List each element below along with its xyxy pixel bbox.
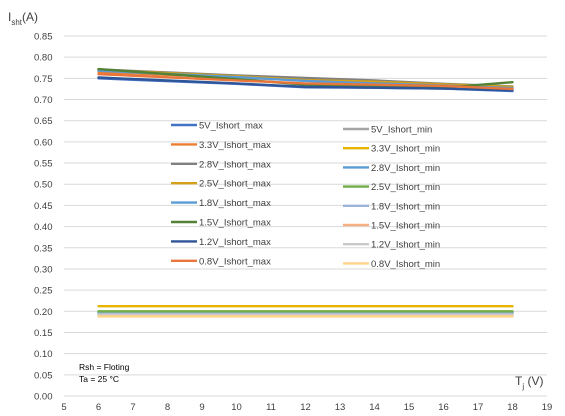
legend-label-13: 1.5V_Ishort_min bbox=[371, 221, 440, 232]
x-tick-label-10: 15 bbox=[404, 402, 415, 413]
x-tick-label-1: 6 bbox=[96, 402, 101, 413]
legend-label-6: 1.2V_Ishort_max bbox=[199, 237, 271, 248]
x-tick-label-4: 9 bbox=[199, 402, 204, 413]
y-tick-label-5: 0.25 bbox=[34, 286, 53, 297]
legend-entry-14: 1.2V_Ishort_min bbox=[343, 240, 440, 251]
x-tick-label-12: 17 bbox=[473, 402, 484, 413]
legend-entry-15: 0.8V_Ishort_min bbox=[343, 259, 440, 270]
legend-entry-11: 2.5V_Ishort_min bbox=[343, 182, 440, 193]
y-tick-label-0: 0.00 bbox=[34, 392, 53, 403]
y-axis-title-sub: sht bbox=[11, 18, 22, 27]
legend-entry-0: 5V_Ishort_max bbox=[171, 121, 263, 132]
x-axis-title-unit: (V) bbox=[524, 374, 543, 388]
legend-label-1: 3.3V_Ishort_max bbox=[199, 140, 271, 151]
x-tick-label-2: 7 bbox=[130, 402, 135, 413]
legend-label-7: 0.8V_Ishort_max bbox=[199, 256, 271, 267]
y-tick-label-14: 0.70 bbox=[34, 95, 53, 106]
legend-label-4: 1.8V_Ishort_max bbox=[199, 198, 271, 209]
legend-label-9: 3.3V_Ishort_min bbox=[371, 144, 440, 155]
legend-label-11: 2.5V_Ishort_min bbox=[371, 182, 440, 193]
x-tick-label-9: 14 bbox=[369, 402, 380, 413]
x-tick-label-13: 18 bbox=[507, 402, 518, 413]
y-axis-title-main: I bbox=[8, 10, 11, 24]
x-axis-title-sub: j bbox=[521, 382, 524, 391]
legend-label-15: 0.8V_Ishort_min bbox=[371, 259, 440, 270]
y-tick-label-16: 0.80 bbox=[34, 53, 53, 64]
legend-entry-1: 3.3V_Ishort_max bbox=[171, 140, 271, 151]
legend-entry-2: 2.8V_Ishort_max bbox=[171, 159, 271, 170]
y-tick-label-1: 0.05 bbox=[34, 370, 53, 381]
gridlines bbox=[64, 35, 547, 397]
x-tick-label-7: 12 bbox=[300, 402, 311, 413]
legend-entry-10: 2.8V_Ishort_min bbox=[343, 163, 440, 174]
y-tick-label-11: 0.55 bbox=[34, 159, 53, 170]
y-tick-label-9: 0.45 bbox=[34, 201, 53, 212]
legend-entry-9: 3.3V_Ishort_min bbox=[343, 144, 440, 155]
y-tick-label-15: 0.75 bbox=[34, 74, 53, 85]
legend-label-2: 2.8V_Ishort_max bbox=[199, 159, 271, 170]
legend-label-0: 5V_Ishort_max bbox=[199, 121, 263, 132]
legend-entry-12: 1.8V_Ishort_min bbox=[343, 201, 440, 212]
x-tick-label-11: 16 bbox=[438, 402, 449, 413]
legend-entry-8: 5V_Ishort_min bbox=[343, 125, 432, 136]
legend-label-3: 2.5V_Ishort_max bbox=[199, 179, 271, 190]
legend-label-8: 5V_Ishort_min bbox=[371, 125, 432, 136]
y-tick-label-13: 0.65 bbox=[34, 116, 53, 127]
y-tick-label-17: 0.85 bbox=[34, 32, 53, 43]
note-rsh: Rsh = Floting bbox=[79, 362, 130, 372]
y-tick-label-4: 0.20 bbox=[34, 307, 53, 318]
legend: 5V_Ishort_max 3.3V_Ishort_max 2.8V_Ishort_… bbox=[171, 121, 440, 270]
note-ta: Ta = 25 °C bbox=[79, 374, 119, 384]
y-tick-label-2: 0.10 bbox=[34, 349, 53, 360]
x-tick-label-14: 19 bbox=[542, 402, 553, 413]
series-line-7 bbox=[97, 72, 514, 91]
series-line-6 bbox=[97, 76, 514, 92]
y-axis-ticks: 0.00 0.05 0.10 0.15 0.20 0.25 0.30 0.35 0.40 0.45… bbox=[34, 32, 53, 403]
x-tick-label-0: 5 bbox=[61, 402, 66, 413]
legend-entry-3: 2.5V_Ishort_max bbox=[171, 179, 271, 190]
x-axis-title-main: T bbox=[515, 374, 523, 388]
x-axis-ticks: 5 6 7 8 9 10 11 12 13 14 15 16 17 18 19 bbox=[61, 402, 552, 413]
y-tick-label-6: 0.30 bbox=[34, 264, 53, 275]
legend-label-5: 1.5V_Ishort_max bbox=[199, 218, 271, 229]
y-tick-label-7: 0.35 bbox=[34, 243, 53, 254]
legend-label-12: 1.8V_Ishort_min bbox=[371, 201, 440, 212]
legend-entry-7: 0.8V_Ishort_max bbox=[171, 256, 271, 267]
x-tick-label-8: 13 bbox=[335, 402, 346, 413]
x-tick-label-3: 8 bbox=[165, 402, 170, 413]
legend-entry-5: 1.5V_Ishort_max bbox=[171, 218, 271, 229]
x-axis-title: Tj (V) bbox=[515, 374, 543, 391]
y-tick-label-12: 0.60 bbox=[34, 137, 53, 148]
legend-entry-13: 1.5V_Ishort_min bbox=[343, 221, 440, 232]
y-axis-title-unit: (A) bbox=[22, 10, 38, 24]
y-tick-label-3: 0.15 bbox=[34, 328, 53, 339]
x-tick-label-6: 11 bbox=[266, 402, 276, 413]
legend-entry-4: 1.8V_Ishort_max bbox=[171, 198, 271, 209]
series-lines bbox=[97, 67, 514, 318]
legend-entry-6: 1.2V_Ishort_max bbox=[171, 237, 271, 248]
y-tick-label-10: 0.50 bbox=[34, 180, 53, 191]
legend-label-14: 1.2V_Ishort_min bbox=[371, 240, 440, 251]
x-tick-label-5: 10 bbox=[231, 402, 242, 413]
y-axis-title: Isht(A) bbox=[8, 10, 38, 27]
legend-label-10: 2.8V_Ishort_min bbox=[371, 163, 440, 174]
y-tick-label-8: 0.40 bbox=[34, 222, 53, 233]
